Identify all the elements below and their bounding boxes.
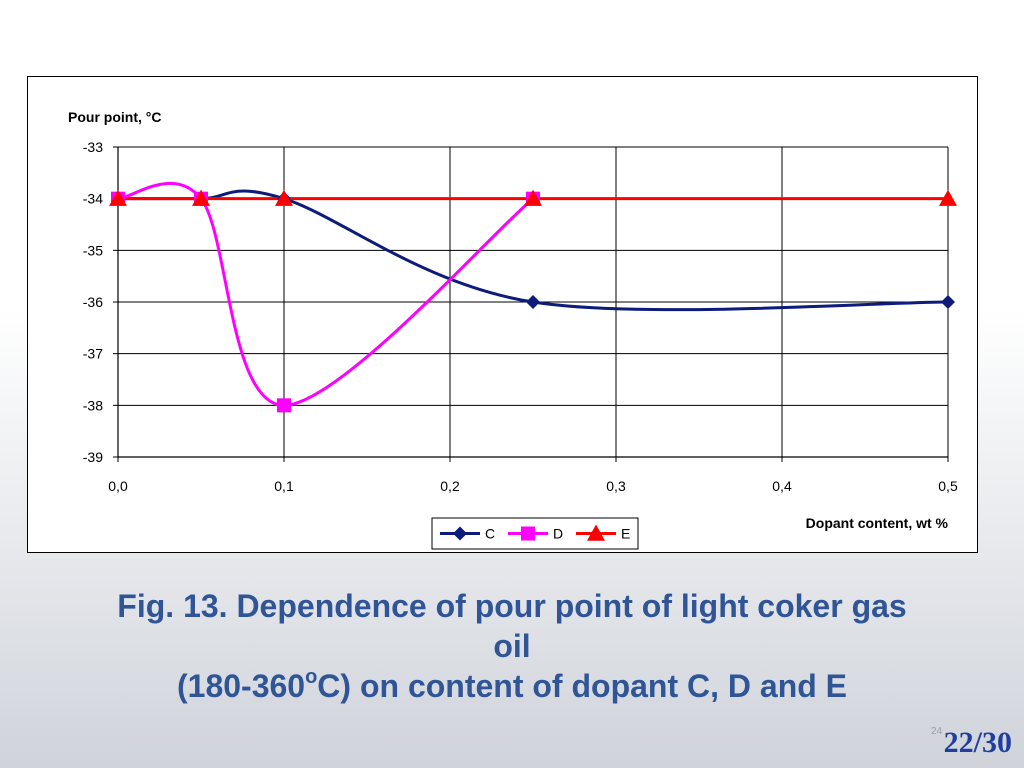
data-point-c xyxy=(526,295,540,309)
y-axis-title: Pour point, °C xyxy=(68,109,161,125)
data-point-e xyxy=(939,189,957,206)
legend-label-d: D xyxy=(553,526,563,542)
caption-line-1: Fig. 13. Dependence of pour point of lig… xyxy=(117,588,907,624)
y-tick-label: -37 xyxy=(83,346,103,362)
data-point-d xyxy=(277,398,291,413)
x-tick-label: 0,3 xyxy=(606,478,626,494)
caption-degree-sup: o xyxy=(305,666,318,689)
y-tick-label: -33 xyxy=(83,139,103,155)
data-point-c xyxy=(941,295,955,309)
legend-marker-e xyxy=(587,524,605,541)
legend-label-c: C xyxy=(485,526,495,542)
caption-line-2: oil xyxy=(493,628,531,664)
x-tick-label: 0,2 xyxy=(440,478,460,494)
x-axis-title: Dopant content, wt % xyxy=(806,515,949,531)
caption-line-3-pre: (180-360 xyxy=(176,668,306,704)
x-tick-label: 0,1 xyxy=(274,478,294,494)
series-line-d xyxy=(117,181,534,407)
legend-label-e: E xyxy=(621,526,630,542)
data-point-e xyxy=(192,189,210,206)
x-tick-label: 0,5 xyxy=(938,478,958,494)
y-tick-label: -35 xyxy=(83,242,103,258)
figure-caption: Fig. 13. Dependence of pour point of lig… xyxy=(10,586,1014,706)
legend-marker-c xyxy=(453,526,467,541)
data-point-e xyxy=(524,189,542,206)
caption-line-3: (180-360oC) on content of dopant C, D an… xyxy=(10,666,1014,706)
line-chart: -33 -34 -35 -36 -37 -38 -39 0,0 0,1 0,2 0,3 0,4 0,5 P… xyxy=(68,109,958,550)
page-number: 22/30 xyxy=(943,726,1012,759)
data-point-e xyxy=(109,189,127,206)
caption-line-3-post: C) on content of dopant C, D and E xyxy=(317,668,848,704)
x-tick-label: 0,0 xyxy=(108,478,128,494)
y-tick-label: -36 xyxy=(83,294,103,310)
chart-frame: -33 -34 -35 -36 -37 -38 -39 0,0 0,1 0,2 0,3 0,4 0,5 P… xyxy=(27,76,978,553)
legend-marker-d xyxy=(521,526,535,541)
data-point-e xyxy=(275,189,293,206)
x-tick-label: 0,4 xyxy=(772,478,792,494)
y-tick-label: -34 xyxy=(83,191,103,207)
y-tick-label: -39 xyxy=(83,449,103,465)
y-tick-label: -38 xyxy=(83,397,103,413)
slide-tiny-number: 24 xyxy=(931,726,943,737)
